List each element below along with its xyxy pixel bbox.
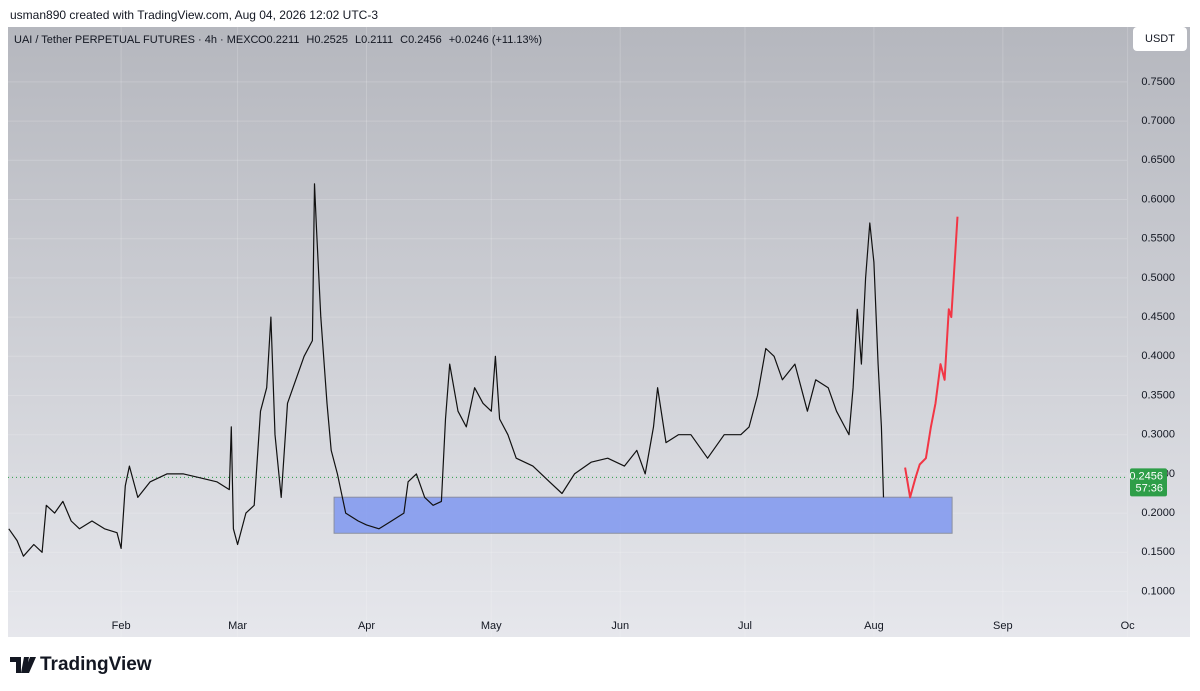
header: usman890 created with TradingView.com, A…: [10, 8, 378, 22]
x-tick-label: Jul: [738, 620, 752, 632]
x-tick-label: Feb: [112, 620, 131, 632]
currency-button[interactable]: [1133, 27, 1187, 51]
y-tick-label: 0.5500: [1141, 233, 1175, 245]
ohlc-value: H0.2525: [306, 34, 348, 46]
y-tick-label: 0.1000: [1141, 585, 1175, 597]
x-tick-label: Aug: [864, 620, 884, 632]
y-tick-label: 0.4500: [1141, 311, 1175, 323]
x-tick-label: Apr: [358, 620, 375, 632]
ohlc-value: +0.0246 (+11.13%): [449, 34, 542, 46]
y-tick-label: 0.3500: [1141, 389, 1175, 401]
y-tick-label: 0.1500: [1141, 546, 1175, 558]
price-line: [904, 216, 959, 499]
ohlc-value: O0.2211: [258, 34, 299, 46]
y-tick-label: 0.6000: [1141, 193, 1175, 205]
ohlc-value: L0.2111: [355, 34, 393, 46]
last-price-badge: [1130, 468, 1167, 497]
symbol-title: UAI / Tether PERPETUAL FUTURES · 4h · ME…: [14, 34, 259, 46]
ohlc-value: C0.2456: [400, 34, 442, 46]
x-tick-label: Sep: [993, 620, 1013, 632]
y-tick-label: 0.6500: [1141, 154, 1175, 166]
y-tick-label: 0.4000: [1141, 350, 1175, 362]
countdown-label: 57:36: [1135, 482, 1163, 494]
x-tick-label: Jun: [611, 620, 629, 632]
currency-label[interactable]: USDT: [1145, 33, 1175, 45]
x-tick-label: May: [481, 620, 502, 632]
y-tick-label: 0.7500: [1141, 76, 1175, 88]
y-tick-label: 0.3000: [1141, 429, 1175, 441]
last-price-label: 0.2456: [1129, 470, 1163, 482]
footer-logo: [10, 657, 36, 673]
x-tick-label: Mar: [228, 620, 247, 632]
plot-background: [8, 27, 1190, 637]
x-tick-label: Oc: [1121, 620, 1136, 632]
price-line: [8, 183, 885, 557]
y-tick-label: 0.7000: [1141, 115, 1175, 127]
support-zone: [333, 496, 953, 534]
y-tick-label: 0.5000: [1141, 272, 1175, 284]
y-tick-label: 0.2000: [1141, 507, 1175, 519]
footer-brand: TradingView: [40, 654, 152, 675]
